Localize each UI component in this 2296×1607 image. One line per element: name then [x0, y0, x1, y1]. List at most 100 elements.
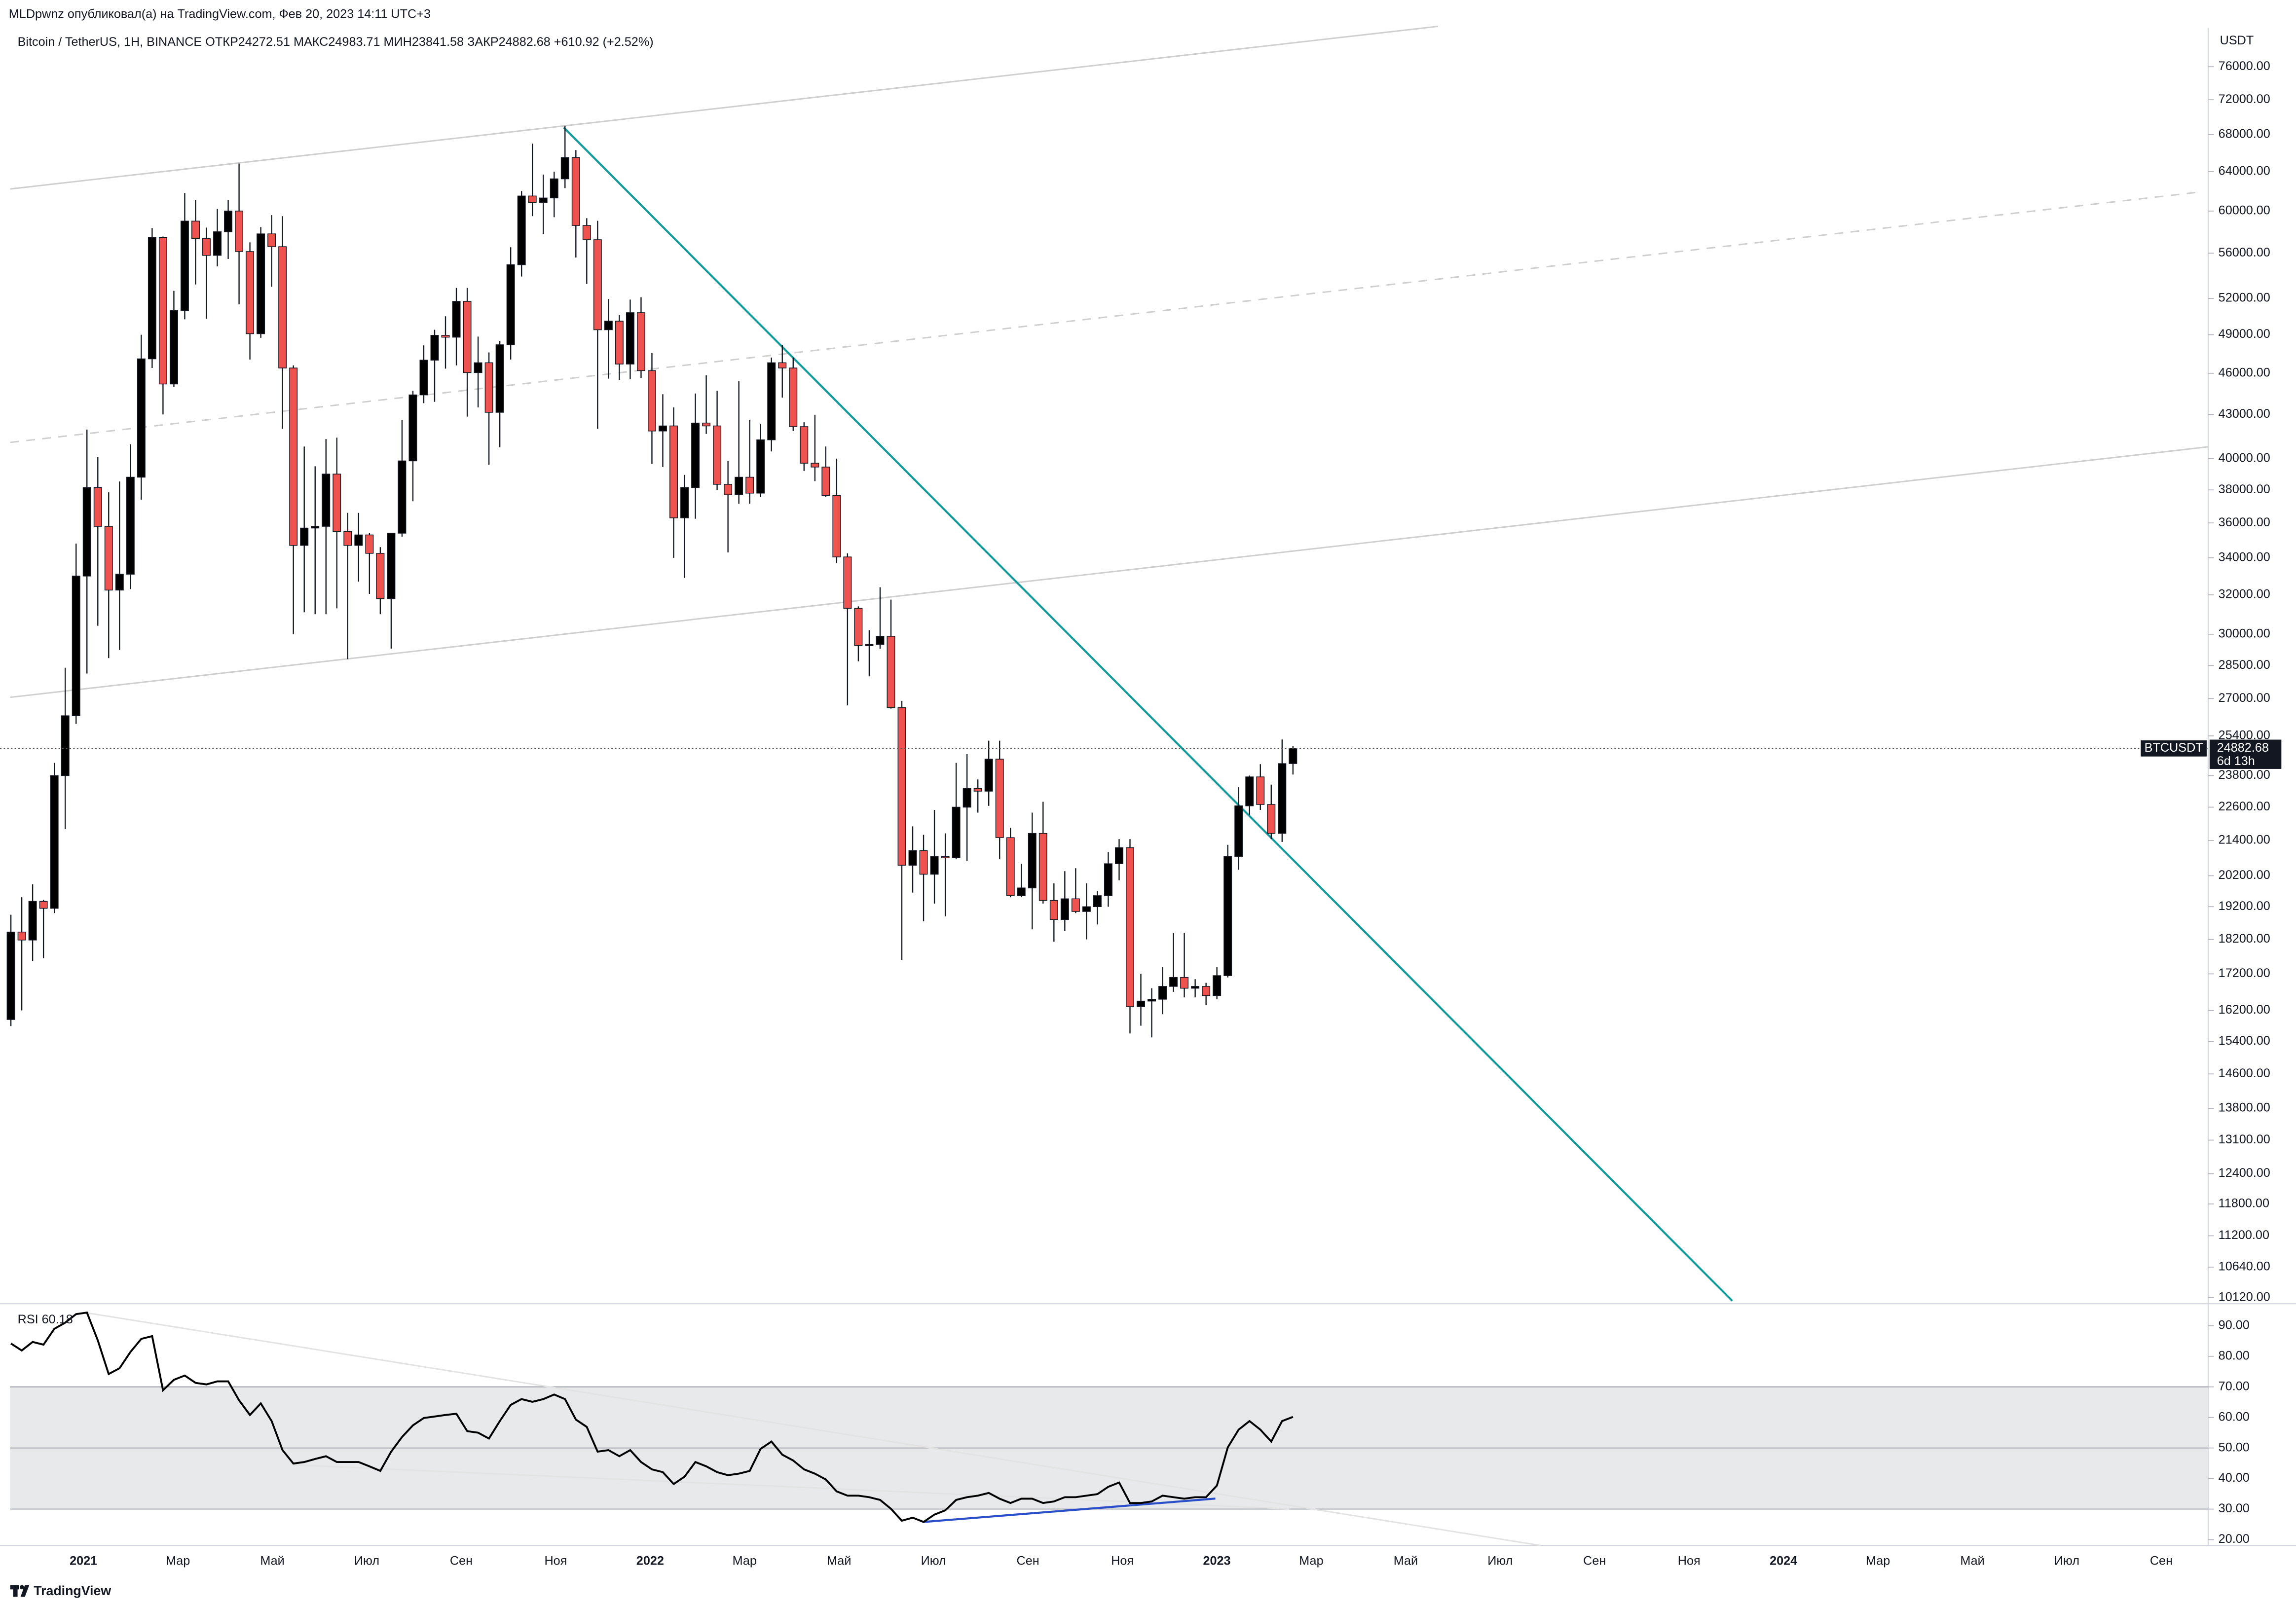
- candle-body: [615, 321, 624, 365]
- x-tick-label: Май: [260, 1554, 284, 1568]
- candle-body: [376, 553, 385, 599]
- candle-body: [213, 231, 222, 256]
- currency-label: USDT: [2220, 34, 2254, 47]
- candle-body: [1256, 776, 1265, 805]
- y-tick-label: 60000.00: [2219, 204, 2270, 218]
- logo-part: [13, 1585, 18, 1597]
- candle-body: [311, 526, 320, 529]
- y-tick-label: 80.00: [2219, 1349, 2250, 1362]
- y-tick-label: 30.00: [2219, 1501, 2250, 1515]
- candle-body: [854, 608, 863, 646]
- x-tick-label: Июл: [1487, 1554, 1513, 1568]
- y-tick-label: 40.00: [2219, 1471, 2250, 1485]
- candle-body: [952, 806, 961, 858]
- candle-body: [246, 251, 255, 334]
- y-tick-label: 15400.00: [2219, 1034, 2270, 1048]
- x-tick-label: Июл: [921, 1554, 946, 1568]
- candle-body: [941, 856, 950, 858]
- x-tick-label: Мар: [1866, 1554, 1890, 1568]
- x-tick-label: 2021: [70, 1554, 97, 1568]
- candle-body: [550, 178, 558, 199]
- candle-body: [191, 220, 200, 239]
- candle-body: [919, 850, 928, 875]
- candle-body: [1289, 748, 1297, 764]
- candle-body: [6, 931, 15, 1020]
- candle-body: [365, 534, 374, 554]
- candle-body: [180, 220, 189, 311]
- divergence-line: [922, 1497, 1216, 1523]
- y-tick-label: 13800.00: [2219, 1101, 2270, 1115]
- candle-body: [82, 487, 91, 577]
- y-tick-label: 21400.00: [2219, 833, 2270, 847]
- y-tick-label: 17200.00: [2219, 966, 2270, 980]
- candle-body: [865, 644, 874, 646]
- x-tick-label: Май: [1394, 1554, 1418, 1568]
- rsi-value: 60.18: [42, 1313, 73, 1326]
- candle-body: [506, 264, 515, 345]
- candle-body: [148, 237, 156, 360]
- candle-body: [235, 211, 244, 252]
- candle-body: [571, 157, 580, 226]
- x-tick-label: Июл: [354, 1554, 379, 1568]
- candle-body: [333, 474, 341, 532]
- candle-body: [778, 362, 787, 368]
- header-label: МИН: [384, 35, 412, 49]
- last-price: 24882.68: [2217, 741, 2269, 755]
- y-tick-label: 90.00: [2219, 1318, 2250, 1332]
- candle-body: [1038, 833, 1047, 901]
- logo-part: [20, 1585, 30, 1597]
- candle-body: [158, 237, 167, 385]
- y-tick-label: 11200.00: [2219, 1228, 2269, 1242]
- chart-header: Bitcoin / TetherUS, 1H, BINANCE ОТКР2427…: [18, 35, 654, 49]
- y-tick-label: 72000.00: [2219, 92, 2270, 106]
- candle-body: [1245, 776, 1254, 806]
- candle-body: [1223, 856, 1232, 976]
- candle-body: [452, 301, 461, 338]
- candle-body: [430, 335, 439, 361]
- y-tick-label: 60.00: [2219, 1410, 2250, 1424]
- y-tick-label: 28500.00: [2219, 658, 2270, 672]
- candle-body: [659, 425, 667, 432]
- candle-body: [560, 157, 569, 180]
- symbol-badge: [2141, 740, 2207, 757]
- candle-body: [39, 901, 48, 909]
- candle-body: [735, 476, 743, 495]
- candle-body: [202, 238, 211, 256]
- y-tick-label: 22600.00: [2219, 800, 2270, 813]
- y-tick-label: 64000.00: [2219, 164, 2270, 178]
- candle-body: [724, 484, 733, 495]
- header-value: 23841.58: [412, 35, 464, 49]
- candle-body: [354, 534, 363, 546]
- candle-body: [1006, 837, 1015, 896]
- candle-body: [1169, 977, 1178, 987]
- header-value: 24272.51: [238, 35, 290, 49]
- candle-body: [93, 487, 102, 527]
- candle-body: [897, 707, 906, 866]
- symbol-label: BTCUSDT: [2145, 741, 2203, 755]
- candle-body: [800, 426, 809, 464]
- candle-body: [72, 576, 80, 716]
- candle-body: [1202, 986, 1211, 996]
- candle-body: [300, 527, 309, 546]
- candle-body: [1278, 763, 1287, 834]
- candle-body: [1060, 898, 1069, 920]
- candle-body: [387, 533, 396, 599]
- x-tick-label: 2022: [636, 1554, 664, 1568]
- y-tick-label: 68000.00: [2219, 127, 2270, 141]
- candle-body: [1071, 898, 1080, 912]
- change-label: +610.92 (+2.52%): [554, 35, 654, 49]
- channel-top: [10, 25, 1438, 190]
- candle-body: [636, 312, 645, 371]
- logo-part: [20, 1585, 24, 1590]
- candle-body: [963, 788, 971, 808]
- candle-body: [169, 310, 178, 385]
- symbol-title: Bitcoin / TetherUS, 1H, BINANCE: [18, 35, 202, 49]
- y-tick-label: 50.00: [2219, 1440, 2250, 1454]
- x-tick-label: Май: [1960, 1554, 1984, 1568]
- candle-body: [289, 367, 298, 546]
- candle-body: [1158, 986, 1167, 1000]
- candle-body: [756, 439, 765, 494]
- y-tick-label: 38000.00: [2219, 482, 2270, 496]
